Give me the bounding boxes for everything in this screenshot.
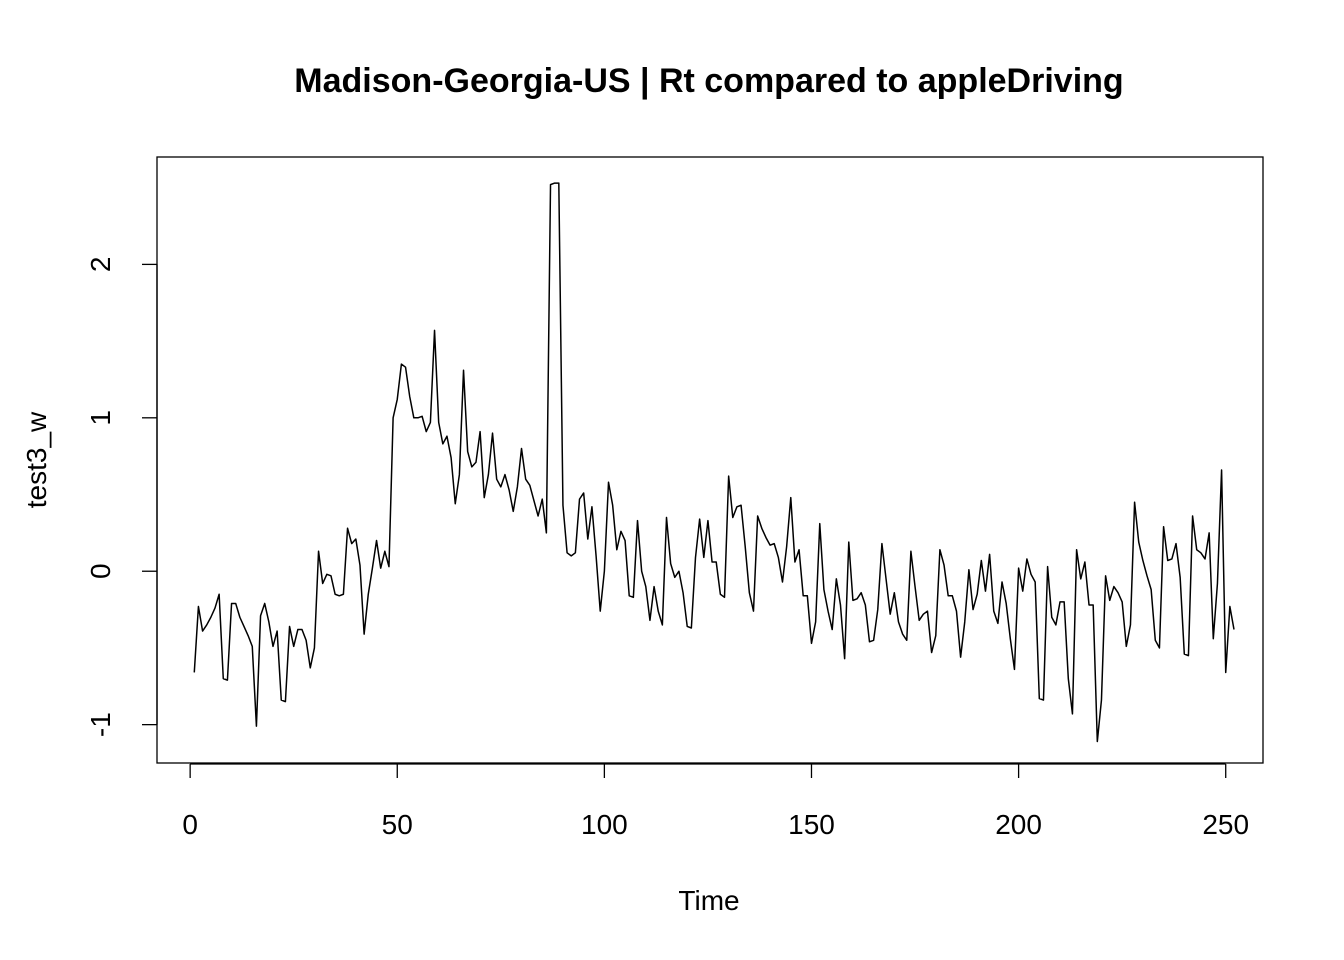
series-line — [193, 182, 1235, 743]
y-tick-label: 0 — [85, 563, 116, 579]
y-tick-label: 2 — [85, 257, 116, 273]
x-tick-label: 50 — [382, 809, 413, 840]
x-tick-label: 100 — [581, 809, 628, 840]
y-tick-label: 1 — [85, 410, 116, 426]
y-axis-label: test3_w — [21, 411, 52, 508]
plot-box — [156, 156, 1264, 764]
chart-title: Madison-Georgia-US | Rt compared to appl… — [294, 62, 1123, 100]
x-tick-label: 200 — [995, 809, 1042, 840]
x-tick-label: 150 — [788, 809, 835, 840]
x-tick-label: 0 — [182, 809, 198, 840]
y-tick-label: -1 — [85, 712, 116, 737]
x-tick-label: 250 — [1202, 809, 1249, 840]
y-axis: -1 0 1 2 — [85, 257, 158, 737]
x-axis-label: Time — [678, 885, 739, 916]
x-axis: 0 50 100 150 200 250 — [182, 763, 1249, 840]
